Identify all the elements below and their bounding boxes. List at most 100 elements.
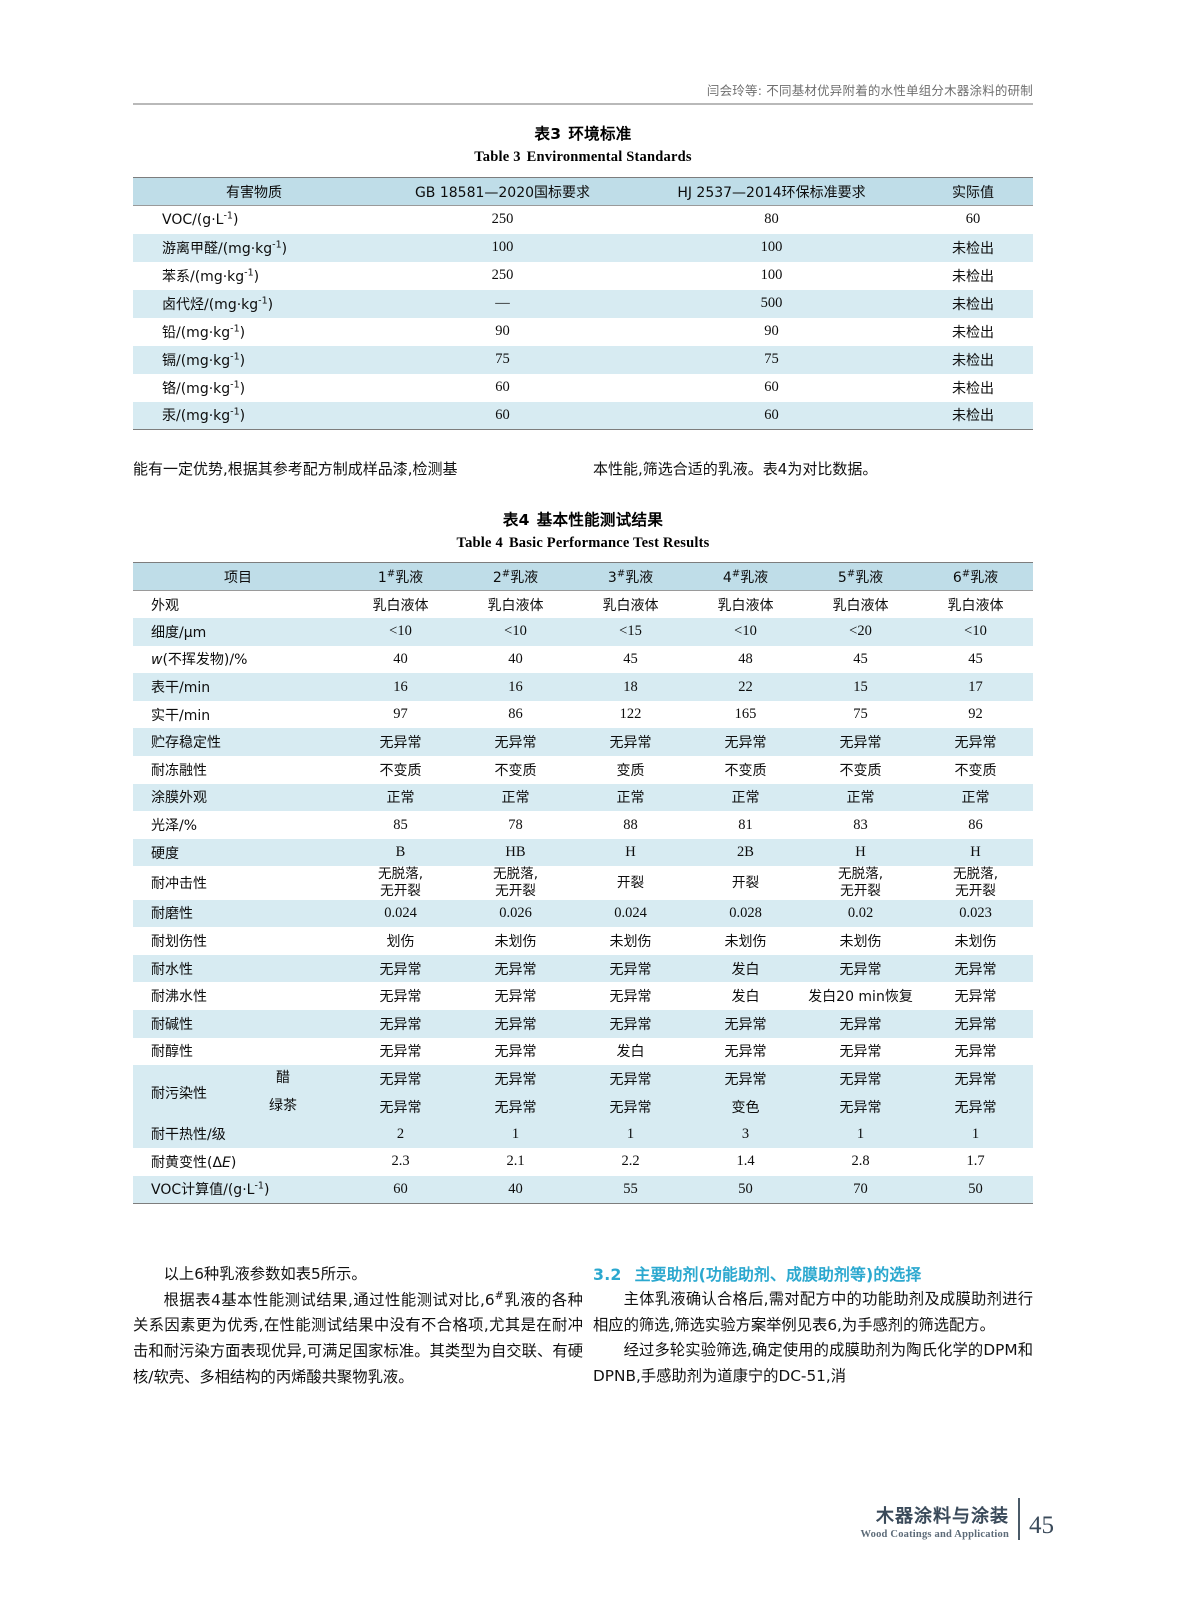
table-row: 光泽/% 85 78 88 81 83 86 [133, 811, 1033, 839]
table3-caption-cn-number: 表3 [534, 125, 562, 143]
table-row: 耐干热性/级 2 1 1 3 1 1 [133, 1120, 1033, 1148]
table3-cell-hj: 75 [630, 345, 913, 374]
table4-row-label: 耐黄变性(ΔE) [151, 1154, 237, 1171]
table4-cell: 无异常 [803, 1065, 918, 1093]
running-head: 闫会玲等: 不同基材优异附着的水性单组分木器涂料的研制 [706, 83, 1033, 98]
table4-cell: 发白20 min恢复 [808, 989, 913, 1006]
table4-cell: 乳白液体 [602, 597, 659, 614]
table4-cell: 无异常 [379, 989, 422, 1006]
table4-row-label: 耐醇性 [151, 1044, 193, 1061]
table4-cell: <20 [803, 618, 918, 646]
bottom-columns: 以上6种乳液参数如表5所示。 根据表4基本性能测试结果,通过性能测试对比,6#乳… [133, 1262, 1033, 1390]
table4-row-label: 涂膜外观 [133, 783, 343, 812]
table3: 有害物质 GB 18581—2020国标要求 HJ 2537—2014环保标准要… [133, 177, 1033, 430]
table4-cell: 无异常 [343, 1065, 458, 1093]
table4-cell: 48 [738, 650, 753, 667]
table4-col-header-1: 1#乳液 [343, 562, 458, 591]
table4-cell: 无异常 [494, 1044, 537, 1061]
table3-caption-cn: 表3 环境标准 [133, 122, 1033, 144]
table4-row-label: w(不挥发物)/% [151, 652, 248, 669]
table4-col-header-6: 6#乳液 [918, 562, 1033, 591]
right-paragraph-1: 主体乳液确认合格后,需对配方中的功能助剂及成膜助剂进行相应的筛选,筛选实验方案举… [593, 1290, 1033, 1334]
table4-cell: 75 [853, 706, 868, 723]
right-body-text: 主体乳液确认合格后,需对配方中的功能助剂及成膜助剂进行相应的筛选,筛选实验方案举… [593, 1287, 1033, 1390]
table3-header-row: 有害物质 GB 18581—2020国标要求 HJ 2537—2014环保标准要… [133, 177, 1033, 206]
mid-paragraph: 能有一定优势,根据其参考配方制成样品漆,检测基 本性能,筛选合适的乳液。表4为对… [133, 458, 1033, 479]
table4-cell: B [343, 838, 458, 867]
table4-row-label: 耐冲击性 [151, 876, 207, 893]
table4-cell: 无异常 [918, 1009, 1033, 1038]
left-body-text: 以上6种乳液参数如表5所示。 根据表4基本性能测试结果,通过性能测试对比,6#乳… [133, 1262, 583, 1390]
table4-cell: 88 [623, 816, 638, 833]
table-row: 硬度 B HB H 2B H H [133, 838, 1033, 867]
table3-caption-cn-text: 环境标准 [568, 125, 632, 143]
table4-col-header-0: 项目 [133, 562, 343, 591]
table-row: 耐沸水性 无异常 无异常 无异常 发白 发白20 min恢复 无异常 [133, 982, 1033, 1010]
table4-cell: 发白 [731, 989, 760, 1006]
page-number: 45 [1029, 1512, 1054, 1539]
table4-cell: 无异常 [343, 1009, 458, 1038]
table4-cell: 40 [458, 1175, 573, 1204]
table4-row-label: 耐碱性 [133, 1009, 343, 1038]
table-row: 涂膜外观 正常 正常 正常 正常 正常 正常 [133, 783, 1033, 812]
left-paragraph-2: 根据表4基本性能测试结果,通过性能测试对比,6#乳液的各种关系因素更为优秀,在性… [133, 1288, 583, 1386]
table4-cell: 正常 [688, 783, 803, 812]
table4-cell: 15 [803, 673, 918, 701]
table-row: 卤代烃/(mg·kg-1) —500 未检出 [133, 289, 1033, 318]
table4-cell: 45 [968, 650, 983, 667]
table3-caption-en-number: Table 3 [474, 149, 521, 165]
table4-cell: 不变质 [379, 762, 422, 779]
mid-paragraph-left: 能有一定优势,根据其参考配方制成样品漆,检测基 [133, 460, 458, 478]
table4-cell: <10 [343, 618, 458, 646]
table4-caption-en-text: Basic Performance Test Results [508, 535, 710, 551]
table4-cell: 45 [623, 650, 638, 667]
table-row: VOC计算值/(g·L-1) 60 40 55 50 70 50 [133, 1175, 1033, 1204]
table4-cell: 无异常 [954, 989, 997, 1006]
table4-cell: 不变质 [724, 762, 767, 779]
table4-cell: 无异常 [609, 989, 652, 1006]
table4-cell: 3 [688, 1120, 803, 1148]
section-title: 主要助剂(功能助剂、成膜助剂等)的选择 [634, 1265, 922, 1284]
left-paragraph-1: 以上6种乳液参数如表5所示。 [163, 1265, 367, 1283]
table-row: 实干/min 97 86 122 165 75 92 [133, 701, 1033, 729]
table3-col-header-3: 实际值 [913, 177, 1033, 206]
table4-cell: 无脱落, 无开裂 [377, 866, 424, 900]
bottom-left-column: 以上6种乳液参数如表5所示。 根据表4基本性能测试结果,通过性能测试对比,6#乳… [133, 1262, 583, 1390]
table3-body: VOC/(g·L-1) 250 80 60 游离甲醛/(mg·kg-1) 100 100 未检… [133, 206, 1033, 430]
table4-cell: 乳白液体 [717, 597, 774, 614]
table4-col-header-4: 4#乳液 [688, 562, 803, 591]
table4-cell: 2.1 [506, 1153, 525, 1170]
table3-row-label: 铬/(mg·kg-1) [162, 378, 246, 397]
table4-cell: 正常 [573, 783, 688, 812]
table3-row-label: VOC/(g·L-1) [162, 210, 239, 228]
table-row: 耐污染性醋绿茶 无异常 无异常 无异常 无异常 无异常 无异常 [133, 1065, 1033, 1121]
table-row: 汞/(mg·kg-1) 60 60 未检出 [133, 401, 1033, 430]
table4-cell: 乳白液体 [832, 597, 889, 614]
table-row: 耐黄变性(ΔE) 2.3 2.1 2.2 1.4 2.8 1.7 [133, 1148, 1033, 1176]
table3-cell-gb: 100 [375, 233, 630, 262]
table3-cell-gb: 250 [491, 211, 514, 228]
table4-cell: 70 [803, 1175, 918, 1204]
table4-cell: 无异常 [918, 1065, 1033, 1093]
table3-col-header-1: GB 18581—2020国标要求 [375, 177, 630, 206]
table3-cell-gb: 250 [491, 267, 514, 283]
table4-cell: 17 [918, 673, 1033, 701]
table4-cell: 不变质 [954, 762, 997, 779]
table4-cell: 无异常 [573, 1009, 688, 1038]
table4-cell: 85 [393, 816, 408, 833]
running-head-rule [133, 103, 1033, 105]
table3-cell-hj: 80 [764, 211, 779, 228]
table3-row-label: 汞/(mg·kg-1) [133, 401, 375, 430]
table4-cell: 正常 [458, 783, 573, 812]
table3-cell-hj: 100 [630, 233, 913, 262]
right-paragraph-2: 经过多轮实验筛选,确定使用的成膜助剂为陶氏化学的DPM和DPNB,手感助剂为道康… [593, 1341, 1033, 1386]
table4-cell: 18 [573, 673, 688, 701]
table4-cell: 无异常 [688, 728, 803, 757]
table4-stain-sublabel: 绿茶 [269, 1098, 297, 1115]
table4-cell: 0.02 [803, 899, 918, 928]
table4-cell: 无异常 [918, 954, 1033, 983]
table-row: 耐磨性 0.024 0.026 0.024 0.028 0.02 0.023 [133, 899, 1033, 928]
table4-row-label: 耐沸水性 [151, 989, 207, 1006]
table4-cell: 未划伤 [494, 933, 537, 950]
